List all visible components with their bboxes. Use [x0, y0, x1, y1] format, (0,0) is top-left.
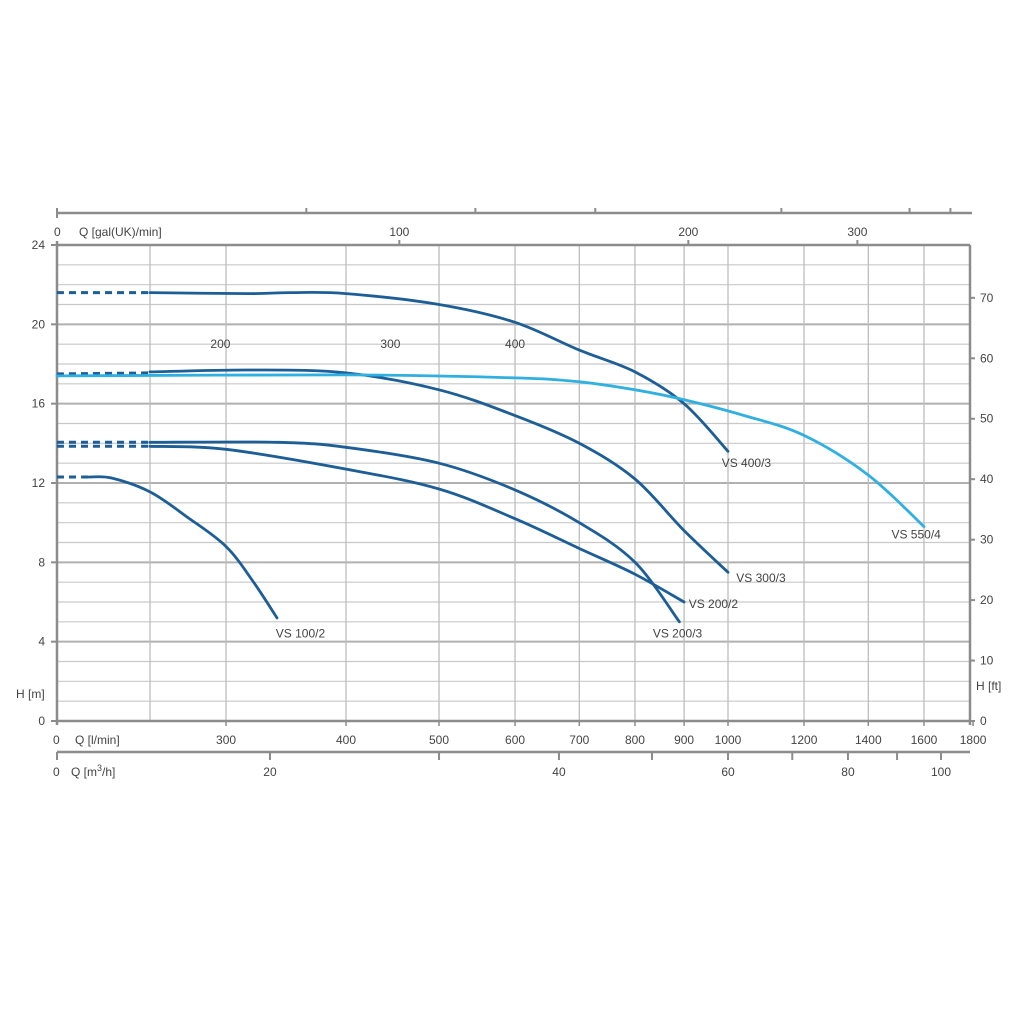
m3h-label-suffix: /h] — [102, 765, 115, 779]
m3h-tick-label: 60 — [721, 765, 735, 779]
y-tick-label: 20 — [32, 317, 46, 331]
curve-dashed-vs-300-3 — [56, 371, 151, 376]
inner-scale-label: 400 — [505, 337, 525, 351]
y-tick-label: 0 — [38, 714, 45, 728]
m3h-label-prefix: Q [m — [71, 765, 97, 779]
x-tick-label: 400 — [336, 733, 356, 747]
y-tick-label: 4 — [38, 635, 45, 649]
curve-vs-400-3 — [148, 290, 730, 453]
ft-tick-label: 60 — [980, 351, 994, 365]
m3h-tick-label: 100 — [931, 765, 951, 779]
x-axis-label-gal: Q [gal(UK)/min] — [79, 225, 162, 239]
m3h-tick-label: 40 — [552, 765, 566, 779]
gal-tick-label: 300 — [847, 225, 867, 239]
curve-vs-200-3 — [148, 440, 681, 624]
ft-tick-label: 0 — [980, 714, 987, 728]
gal-tick-label: 100 — [389, 225, 409, 239]
y-tick-label: 8 — [38, 555, 45, 569]
y-axis-label-m: H [m] — [16, 687, 45, 701]
series-label-vs-100-2: VS 100/2 — [276, 627, 326, 641]
inner-scale-label: 300 — [380, 337, 400, 351]
x-axis-label-lmin: Q [l/min] — [75, 733, 120, 747]
x-tick-label: 900 — [674, 733, 694, 747]
ft-tick-label: 40 — [980, 472, 994, 486]
x-tick-label: 500 — [429, 733, 449, 747]
x-tick-label: 1200 — [791, 733, 818, 747]
x-tick-label: 800 — [625, 733, 645, 747]
m3h-tick-label: 20 — [263, 765, 277, 779]
series-label-vs-300-3: VS 300/3 — [736, 571, 786, 585]
y-tick-label: 16 — [32, 397, 46, 411]
curve-vs-300-3 — [148, 368, 730, 574]
curve-vs-100-2 — [87, 475, 279, 620]
x-axis-label-m3h: Q [m3/h] — [71, 763, 115, 779]
curves — [55, 290, 926, 624]
inner-scale-label: 200 — [210, 337, 230, 351]
x-tick-label: 300 — [216, 733, 236, 747]
x-origin-label: 0 — [53, 733, 60, 747]
x-tick-label: 1800 — [960, 733, 987, 747]
x-tick-label: 1600 — [911, 733, 938, 747]
series-label-vs-400-3: VS 400/3 — [722, 456, 772, 470]
y-tick-label: 24 — [32, 238, 46, 252]
curve-vs-200-2 — [148, 444, 686, 604]
y-axis-label-ft: H [ft] — [976, 679, 1001, 693]
gal-tick-label: 200 — [678, 225, 698, 239]
series-label-vs-550-4: VS 550/4 — [891, 528, 941, 542]
curve-vs-550-4 — [55, 373, 926, 528]
x-tick-label: 700 — [569, 733, 589, 747]
ft-tick-label: 50 — [980, 412, 994, 426]
series-label-vs-200-3: VS 200/3 — [653, 627, 703, 641]
m3h-origin-label: 0 — [53, 765, 60, 779]
ft-tick-label: 20 — [980, 593, 994, 607]
m3h-label-sup: 3 — [97, 763, 102, 773]
x-tick-label: 1400 — [855, 733, 882, 747]
gal-origin-label: 0 — [54, 225, 61, 239]
labels: 200 300 400 VS 400/3 VS 300/3 VS 550/4 VS 200/… — [210, 337, 941, 641]
y-tick-label: 12 — [32, 476, 46, 490]
ft-tick-label: 30 — [980, 533, 994, 547]
grid — [57, 244, 970, 722]
x-tick-label: 600 — [505, 733, 525, 747]
ft-tick-label: 70 — [980, 291, 994, 305]
x-tick-label: 1000 — [715, 733, 742, 747]
series-label-vs-200-2: VS 200/2 — [689, 597, 739, 611]
ft-tick-label: 10 — [980, 654, 994, 668]
m3h-tick-label: 80 — [841, 765, 855, 779]
